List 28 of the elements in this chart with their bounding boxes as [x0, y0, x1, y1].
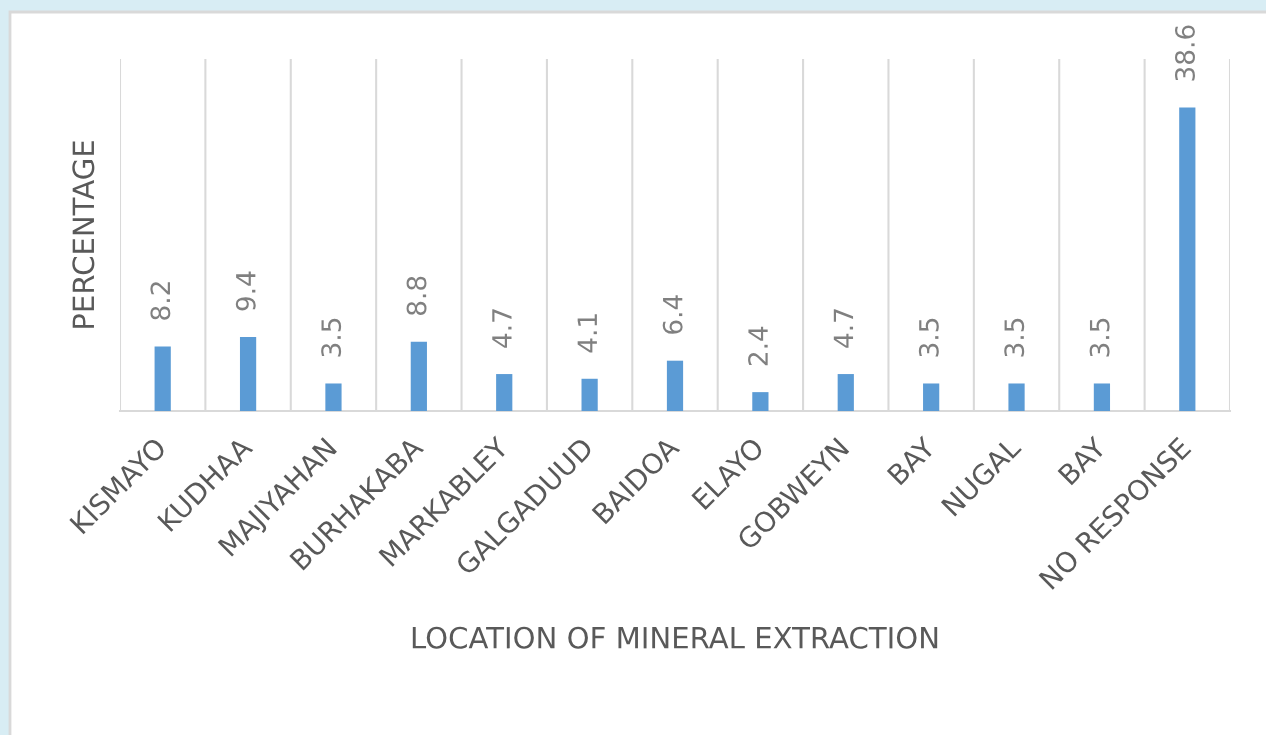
- bar: [325, 383, 342, 411]
- data-label: 38.6: [1175, 25, 1195, 81]
- bar: [239, 337, 257, 411]
- data-label: 2.4: [748, 326, 768, 366]
- bar: [837, 374, 854, 411]
- data-label: 3.5: [321, 318, 342, 357]
- data-label: 3.5: [1089, 318, 1110, 357]
- bar: [154, 346, 171, 411]
- data-label: 3.5: [1004, 318, 1025, 357]
- data-label: 4.7: [492, 309, 512, 348]
- data-label: 3.5: [918, 318, 939, 357]
- data-label: 4.1: [577, 314, 597, 353]
- data-label: 6.4: [662, 295, 683, 334]
- bar: [1179, 107, 1196, 411]
- bar: [581, 378, 598, 411]
- data-label: 9.4: [235, 271, 256, 311]
- bar: [1008, 383, 1025, 411]
- y-axis-title: PERCENTAGE: [72, 141, 95, 328]
- bar: [666, 360, 684, 411]
- bar: [752, 392, 769, 411]
- data-label: 4.7: [833, 309, 854, 348]
- data-label: 8.2: [150, 282, 171, 320]
- x-axis-title: LOCATION OF MINERAL EXTRACTION: [412, 626, 938, 649]
- bar: [923, 383, 940, 411]
- bar: [410, 341, 427, 411]
- data-label: 8.8: [406, 276, 427, 316]
- bar: [496, 374, 513, 411]
- bar: [1093, 383, 1111, 411]
